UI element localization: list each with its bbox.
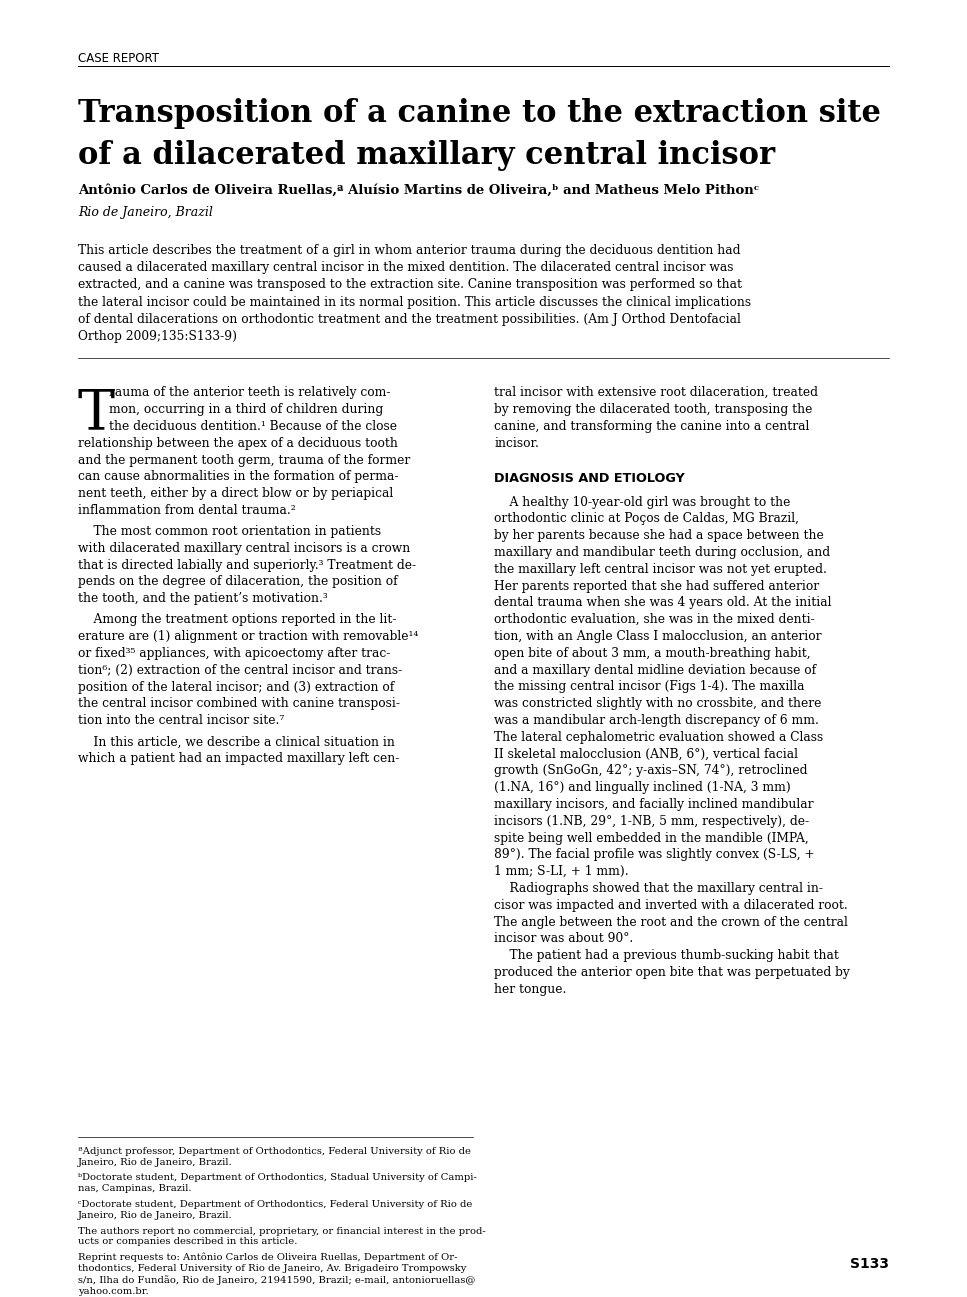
Text: This article describes the treatment of a girl in whom anterior trauma during th: This article describes the treatment of …: [78, 244, 751, 342]
Text: Among the treatment options reported in the lit-
erature are (1) alignment or tr: Among the treatment options reported in …: [78, 613, 419, 728]
Text: Antônio Carlos de Oliveira Ruellas,ª Aluísio Martins de Oliveira,ᵇ and Matheus M: Antônio Carlos de Oliveira Ruellas,ª Alu…: [78, 184, 759, 197]
Text: S133: S133: [850, 1257, 889, 1271]
Text: The authors report no commercial, proprietary, or financial interest in the prod: The authors report no commercial, propri…: [78, 1227, 485, 1246]
Text: DIAGNOSIS AND ETIOLOGY: DIAGNOSIS AND ETIOLOGY: [494, 472, 686, 485]
Text: inflammation from dental trauma.²: inflammation from dental trauma.²: [78, 505, 296, 518]
Text: CASE REPORT: CASE REPORT: [78, 52, 159, 65]
Text: mon, occurring in a third of children during: mon, occurring in a third of children du…: [109, 403, 383, 416]
Text: rauma of the anterior teeth is relatively com-: rauma of the anterior teeth is relativel…: [109, 387, 391, 399]
Text: A healthy 10-year-old girl was brought to the
orthodontic clinic at Poços de Cal: A healthy 10-year-old girl was brought t…: [494, 495, 850, 996]
Text: The most common root orientation in patients
with dilacerated maxillary central : The most common root orientation in pati…: [78, 525, 416, 606]
Text: ᶜDoctorate student, Department of Orthodontics, Federal University of Rio de
Jan: ᶜDoctorate student, Department of Orthod…: [78, 1200, 472, 1219]
Text: the deciduous dentition.¹ Because of the close: the deciduous dentition.¹ Because of the…: [109, 420, 397, 433]
Text: T: T: [78, 387, 115, 441]
Text: nent teeth, either by a direct blow or by periapical: nent teeth, either by a direct blow or b…: [78, 488, 394, 501]
Text: can cause abnormalities in the formation of perma-: can cause abnormalities in the formation…: [78, 471, 398, 484]
Text: relationship between the apex of a deciduous tooth: relationship between the apex of a decid…: [78, 437, 397, 450]
Text: ªAdjunct professor, Department of Orthodontics, Federal University of Rio de
Jan: ªAdjunct professor, Department of Orthod…: [78, 1147, 471, 1167]
Text: of a dilacerated maxillary central incisor: of a dilacerated maxillary central incis…: [78, 140, 776, 171]
Text: Reprint requests to: Antônio Carlos de Oliveira Ruellas, Department of Or-
thodo: Reprint requests to: Antônio Carlos de O…: [78, 1253, 476, 1296]
Text: Transposition of a canine to the extraction site: Transposition of a canine to the extract…: [78, 99, 881, 128]
Text: ᵇDoctorate student, Department of Orthodontics, Stadual University of Campi-
nas: ᵇDoctorate student, Department of Orthod…: [78, 1174, 477, 1193]
Text: and the permanent tooth germ, trauma of the former: and the permanent tooth germ, trauma of …: [78, 454, 410, 467]
Text: tral incisor with extensive root dilaceration, treated
by removing the dilacerat: tral incisor with extensive root dilacer…: [494, 387, 818, 450]
Text: Rio de Janeiro, Brazil: Rio de Janeiro, Brazil: [78, 206, 213, 219]
Text: In this article, we describe a clinical situation in
which a patient had an impa: In this article, we describe a clinical …: [78, 735, 399, 765]
